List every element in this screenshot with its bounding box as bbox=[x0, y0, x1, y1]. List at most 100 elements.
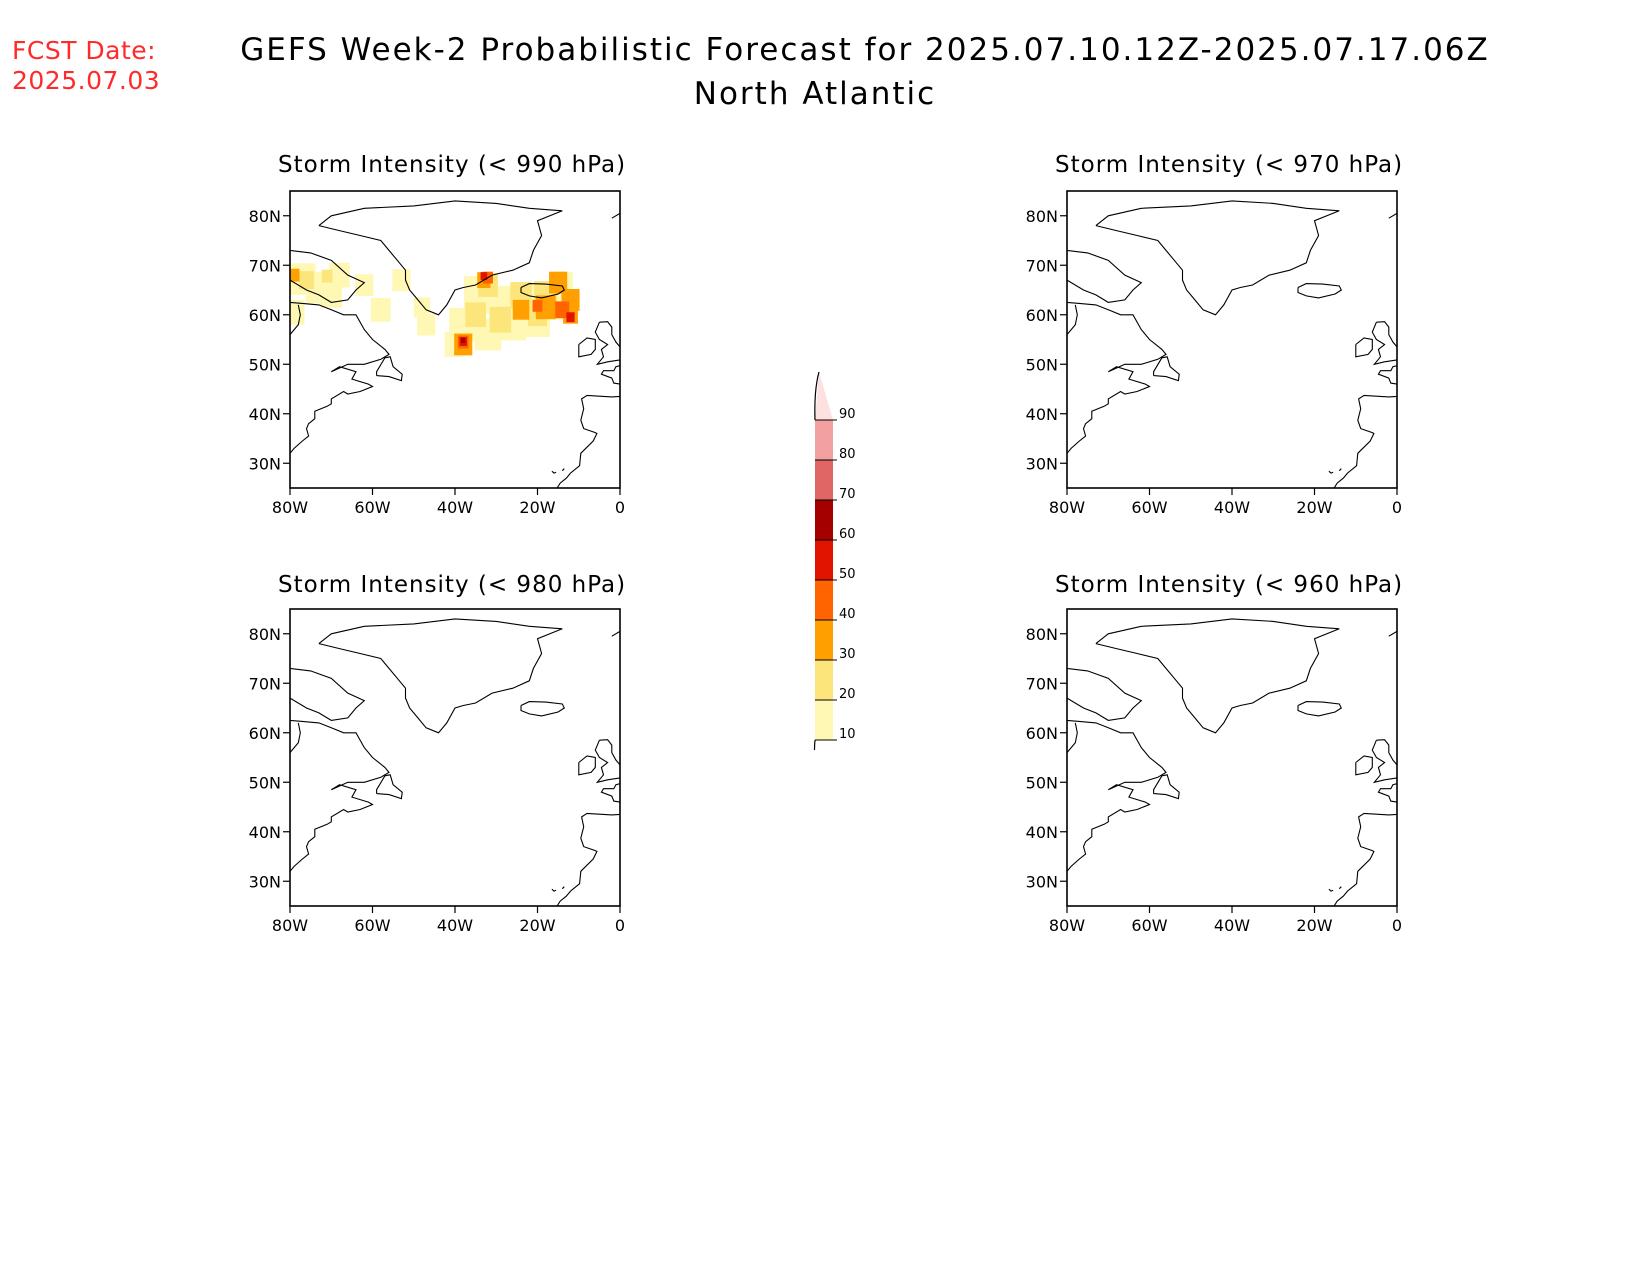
probability-cell bbox=[549, 271, 568, 294]
coastline bbox=[1153, 774, 1180, 800]
coastline bbox=[551, 470, 557, 474]
lat-label: 70N bbox=[1026, 674, 1058, 693]
probability-cell bbox=[413, 297, 431, 318]
legend-lower-tail bbox=[815, 740, 833, 750]
lon-label: 0 bbox=[615, 498, 625, 517]
panel-title-990: Storm Intensity (< 990 hPa) bbox=[278, 152, 627, 178]
coastline bbox=[1377, 365, 1397, 385]
legend-lower-tail-edge bbox=[813, 739, 816, 750]
lat-label: 60N bbox=[249, 306, 281, 325]
coastline bbox=[578, 755, 596, 776]
lat-label: 80N bbox=[249, 625, 281, 644]
coastline bbox=[1328, 470, 1334, 474]
map-panel-960: 80N 70N 60N 50N 40N 30N 80W 60W 40W 20W 0 bbox=[1026, 608, 1402, 935]
lat-label: 70N bbox=[249, 256, 281, 275]
forecast-date-caption: FCST Date: bbox=[12, 36, 157, 65]
legend-swatch bbox=[815, 460, 833, 500]
coastline bbox=[1067, 667, 1143, 721]
coastline bbox=[376, 774, 403, 800]
coastline bbox=[290, 249, 366, 303]
coastline bbox=[1388, 630, 1397, 637]
legend-label: 10 bbox=[839, 727, 856, 742]
lon-label: 60W bbox=[1131, 916, 1167, 935]
lon-label: 20W bbox=[1296, 916, 1332, 935]
lat-label: 60N bbox=[1026, 724, 1058, 743]
legend-upper-tail bbox=[815, 372, 833, 420]
lon-label: 20W bbox=[519, 498, 555, 517]
legend-label: 30 bbox=[839, 647, 856, 662]
page-title: GEFS Week-2 Probabilistic Forecast for 2… bbox=[240, 32, 1490, 68]
map-frame bbox=[289, 608, 621, 907]
coastline bbox=[290, 301, 390, 454]
probability-shading bbox=[290, 262, 580, 357]
coastline bbox=[611, 630, 620, 637]
lat-label: 60N bbox=[1026, 306, 1058, 325]
lon-label: 60W bbox=[354, 498, 390, 517]
legend-label: 90 bbox=[839, 407, 856, 422]
coastline bbox=[318, 200, 563, 316]
legend-label: 50 bbox=[839, 567, 856, 582]
lon-label: 0 bbox=[1392, 498, 1402, 517]
probability-cell bbox=[512, 299, 530, 320]
panel-title-960: Storm Intensity (< 960 hPa) bbox=[1055, 572, 1404, 598]
coastline bbox=[1333, 394, 1397, 488]
coastline bbox=[594, 739, 620, 784]
legend-swatch bbox=[815, 580, 833, 620]
probability-cell bbox=[489, 306, 512, 333]
panel-title-970: Storm Intensity (< 970 hPa) bbox=[1055, 152, 1404, 178]
coastline bbox=[520, 701, 566, 717]
lat-label: 30N bbox=[1026, 454, 1058, 473]
probability-cell bbox=[532, 299, 543, 312]
probability-cell bbox=[290, 299, 305, 325]
coastline bbox=[1067, 304, 1078, 335]
probability-cell bbox=[566, 312, 575, 323]
lat-label: 50N bbox=[1026, 773, 1058, 792]
lat-label: 60N bbox=[249, 724, 281, 743]
probability-cell bbox=[555, 301, 570, 319]
lat-label: 80N bbox=[1026, 207, 1058, 226]
lat-label: 80N bbox=[249, 207, 281, 226]
coastline bbox=[1377, 783, 1397, 803]
legend-upper-tail-edge bbox=[814, 371, 820, 421]
lat-label: 30N bbox=[249, 454, 281, 473]
color-legend: 10 20 30 40 50 60 70 80 90 bbox=[813, 371, 856, 750]
coastlines bbox=[290, 618, 620, 906]
lon-label: 60W bbox=[354, 916, 390, 935]
panel-title-980: Storm Intensity (< 980 hPa) bbox=[278, 572, 627, 598]
legend-swatch bbox=[815, 700, 833, 740]
legend-swatch bbox=[815, 660, 833, 700]
probability-cell bbox=[461, 338, 466, 343]
lat-label: 80N bbox=[1026, 625, 1058, 644]
coastline bbox=[611, 212, 620, 219]
lon-label: 80W bbox=[272, 498, 308, 517]
coastline bbox=[1095, 618, 1340, 734]
forecast-date-value: 2025.07.03 bbox=[12, 66, 161, 95]
lon-label: 60W bbox=[1131, 498, 1167, 517]
probability-cell bbox=[392, 269, 411, 291]
coastline bbox=[1355, 755, 1373, 776]
lat-label: 70N bbox=[1026, 256, 1058, 275]
coastline bbox=[318, 618, 563, 734]
coastline bbox=[1153, 356, 1180, 382]
lon-label: 40W bbox=[1214, 498, 1250, 517]
lat-label: 30N bbox=[1026, 872, 1058, 891]
coastline bbox=[556, 812, 620, 906]
lon-label: 40W bbox=[437, 498, 473, 517]
coastline bbox=[376, 356, 403, 382]
probability-cell bbox=[355, 274, 374, 296]
coastlines bbox=[290, 200, 620, 488]
probability-cell bbox=[370, 297, 391, 322]
map-frame bbox=[1066, 608, 1398, 907]
lon-label: 20W bbox=[1296, 498, 1332, 517]
coastline bbox=[290, 722, 301, 753]
probability-cell bbox=[465, 302, 486, 328]
lon-label: 0 bbox=[1392, 916, 1402, 935]
coastline bbox=[600, 783, 620, 803]
legend-label: 60 bbox=[839, 527, 856, 542]
lat-label: 40N bbox=[249, 405, 281, 424]
coastline bbox=[561, 886, 565, 890]
coastline bbox=[1371, 739, 1397, 784]
map-panel-980: 80N 70N 60N 50N 40N 30N 80W 60W 40W 20W 0 bbox=[249, 608, 625, 935]
coastline bbox=[578, 337, 596, 358]
coastline bbox=[1355, 337, 1373, 358]
